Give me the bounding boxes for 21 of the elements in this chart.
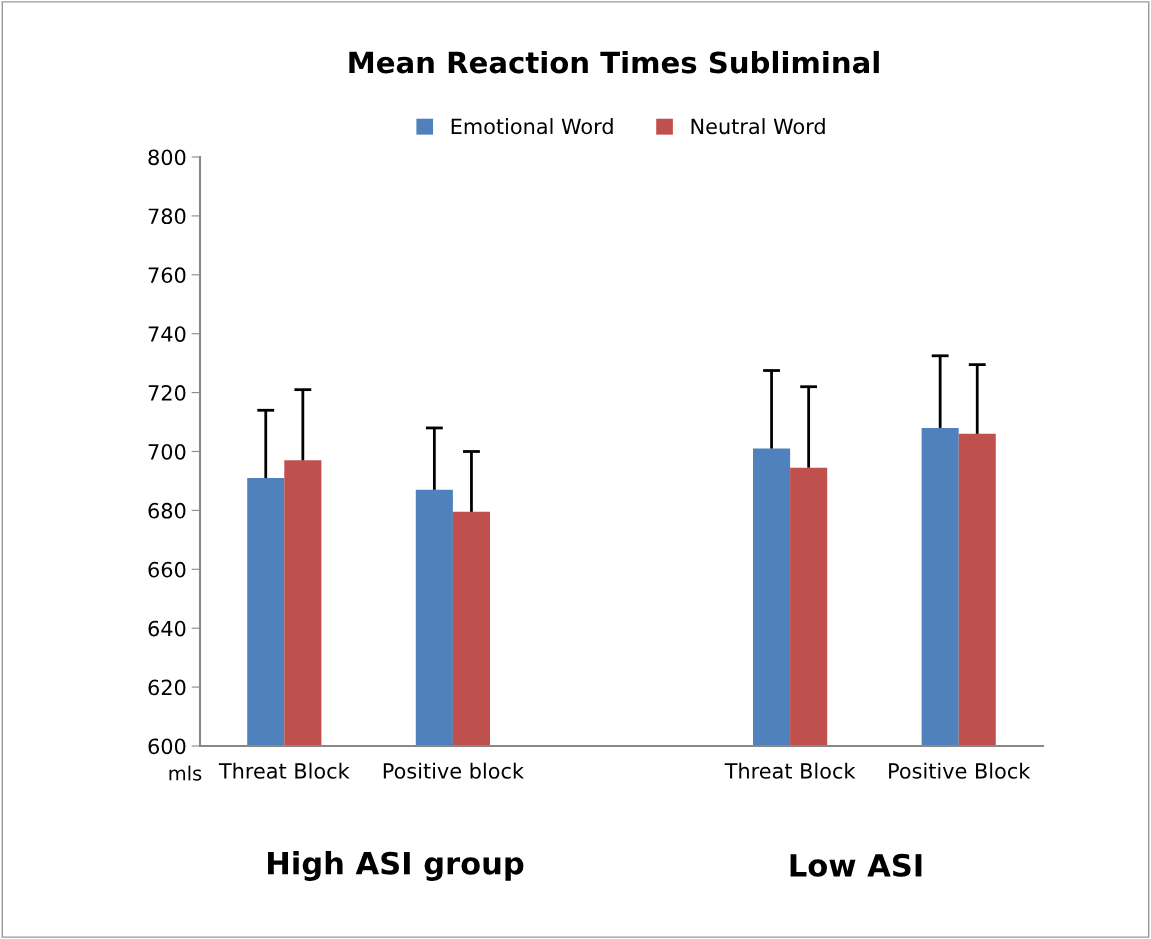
y-tick-label: 720 — [148, 385, 186, 401]
y-tick-label: 700 — [148, 443, 186, 460]
y-tick-label: 640 — [148, 620, 186, 637]
y-tick-label: 680 — [148, 502, 186, 519]
x-tick-label: Threat Block — [218, 762, 350, 779]
x-tick-label: Threat Block — [724, 762, 856, 779]
chart-title: Mean Reaction Times Subliminal — [349, 50, 879, 74]
x-tick-label: Positive Block — [889, 762, 1031, 779]
x-tick-label: Positive block — [383, 762, 524, 779]
text: Low ASI — [790, 853, 922, 877]
text: High ASI group — [268, 851, 524, 881]
legend-label: Neutral Word — [691, 118, 825, 135]
y-tick-label: 740 — [148, 326, 186, 342]
legend-label: Emotional Word — [451, 118, 613, 135]
y-tick-label: 780 — [148, 208, 186, 225]
y-tick-label: 600 — [148, 738, 186, 755]
y-tick-label: 760 — [148, 267, 186, 284]
y-tick-label: 660 — [148, 561, 186, 578]
y-tick-label: 800 — [148, 149, 186, 166]
y-tick-label: 620 — [148, 679, 186, 696]
text: mls — [169, 765, 202, 781]
